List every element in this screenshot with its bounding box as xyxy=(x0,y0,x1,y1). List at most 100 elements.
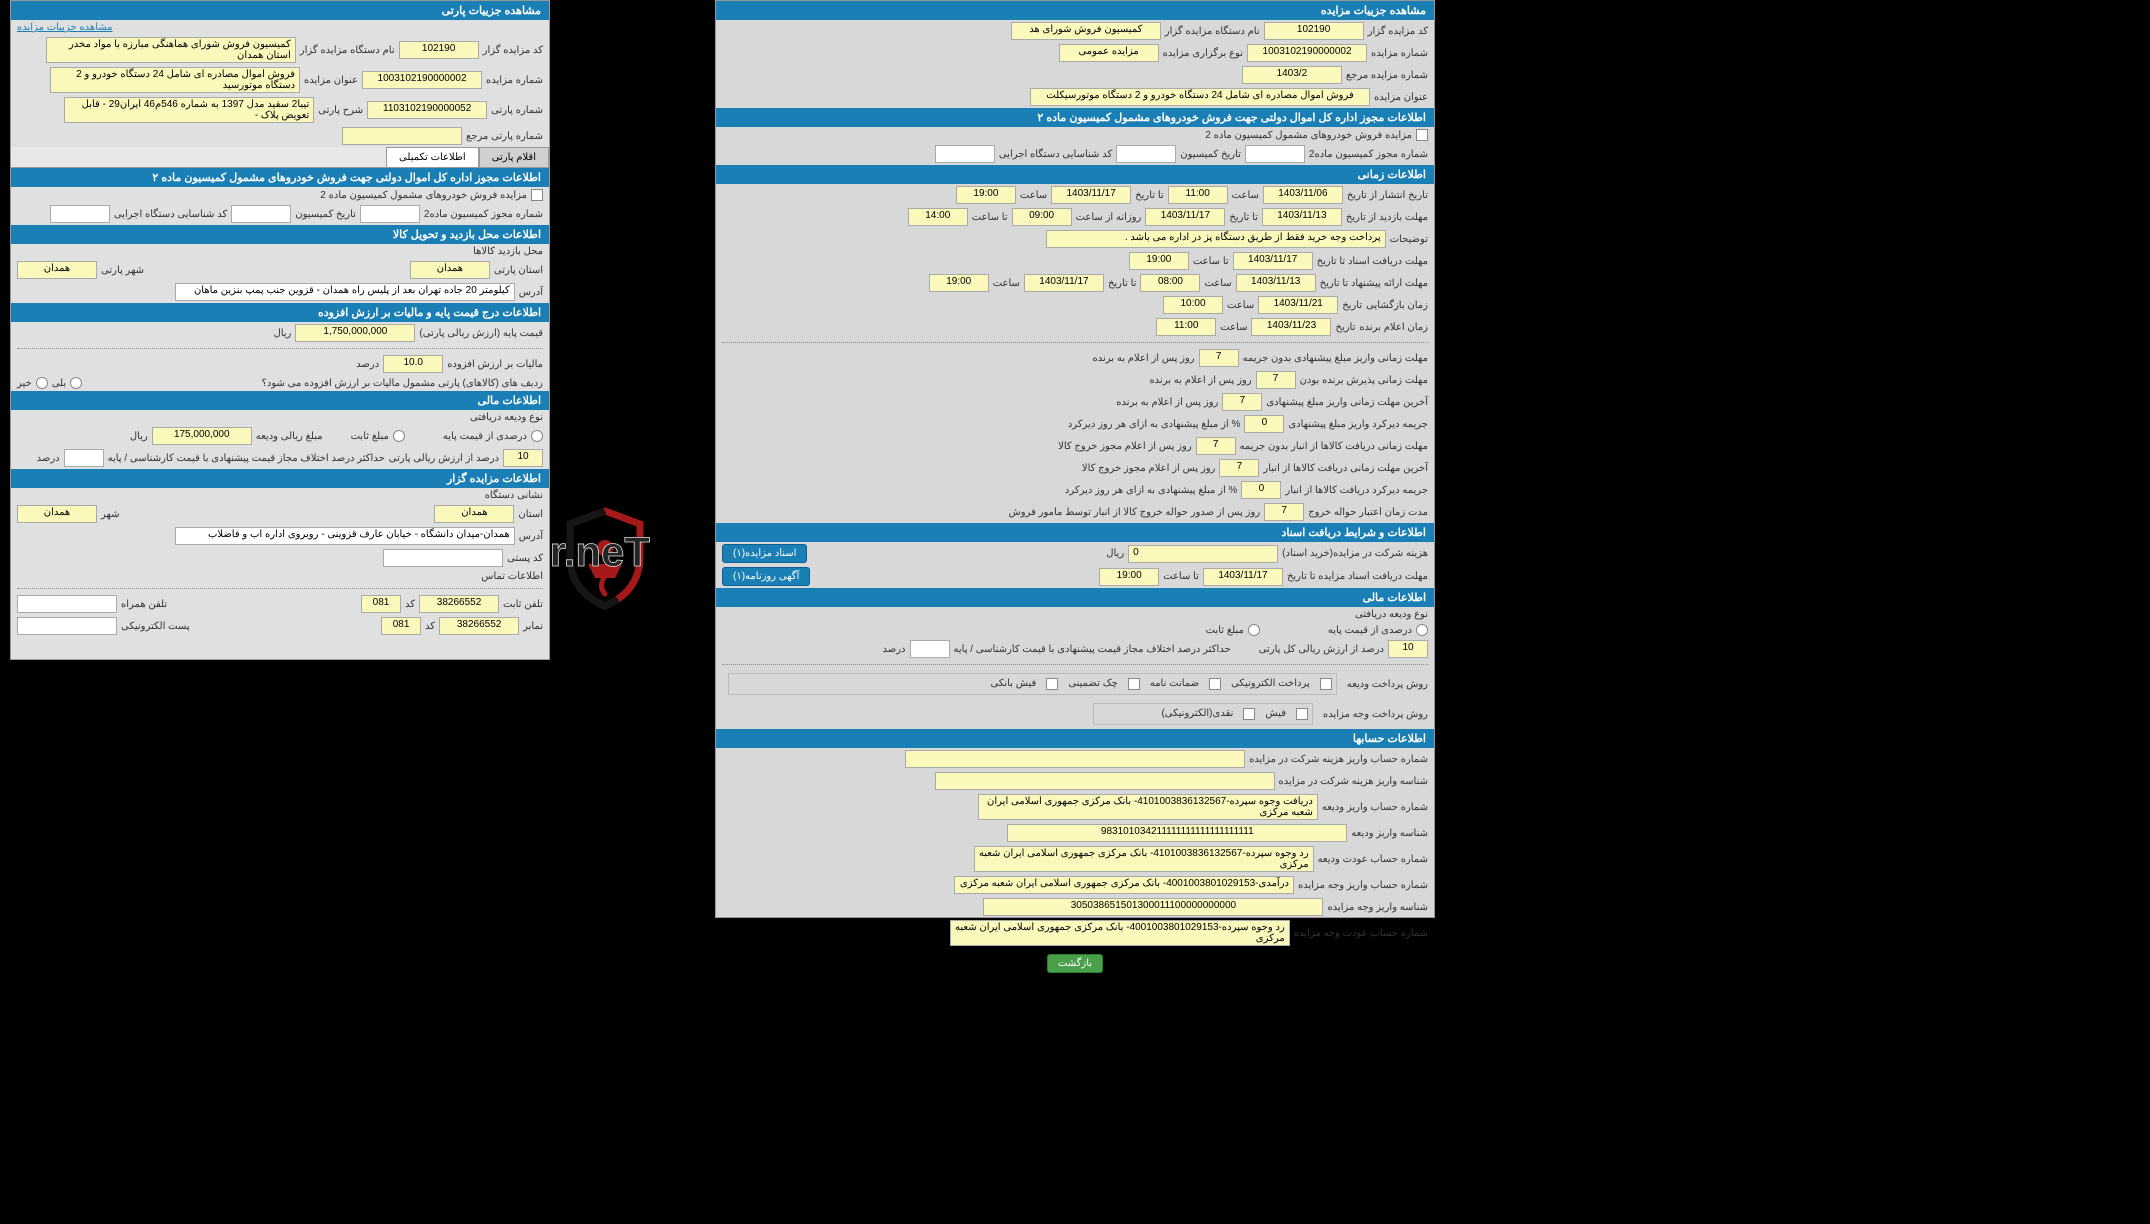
lbl: فیش xyxy=(1265,708,1286,720)
fld[interactable] xyxy=(360,205,420,223)
fld[interactable] xyxy=(17,617,117,635)
fld: پرداخت وجه خرید فقط از طریق دستگاه پز در… xyxy=(1046,230,1386,248)
btn-auction-docs[interactable]: اسناد مزایده(۱) xyxy=(722,544,807,563)
fld[interactable] xyxy=(231,205,291,223)
fld: 1403/11/17 xyxy=(1203,568,1283,586)
fld[interactable] xyxy=(910,640,950,658)
lbl: شناسه واریز ودیعه xyxy=(1351,828,1428,839)
lbl: آدرس xyxy=(519,287,543,298)
lbl: شماره مزایده مرجع xyxy=(1346,70,1428,81)
row-fin1: نوع ودیعه دریافتی xyxy=(11,410,549,425)
fld: 1003102190000002 xyxy=(1247,44,1367,62)
lbl: تاریخ xyxy=(1335,322,1355,333)
chk-ecash[interactable] xyxy=(1243,708,1255,720)
lbl: حداکثر درصد اختلاف مجاز قیمت پیشنهادی با… xyxy=(108,453,385,464)
row-acc4: شناسه واریز ودیعه98310103421111111111111… xyxy=(716,822,1434,844)
lbl: شهر xyxy=(101,509,120,520)
lbl: درصدی از قیمت پایه xyxy=(443,431,527,442)
row-winner: زمان اعلام برنده تاریخ1403/11/23 ساعت11:… xyxy=(716,316,1434,338)
lbl: درصد xyxy=(356,359,379,370)
fld[interactable] xyxy=(17,595,117,613)
fld: دریافت وجوه سپرده-4101003836132567- بانک… xyxy=(978,794,1318,820)
fld[interactable] xyxy=(383,549,503,567)
radio-pct2[interactable] xyxy=(531,430,543,442)
row-addr1: نشانی دستگاه xyxy=(11,488,549,503)
lbl: اطلاعات تماس xyxy=(481,571,543,582)
fld: 19:00 xyxy=(1129,252,1189,270)
lbl: چک تضمینی xyxy=(1068,678,1118,690)
lbl: پست الکترونیکی xyxy=(121,621,190,632)
lbl: مهلت بازدید از تاریخ xyxy=(1346,212,1428,223)
tab-items[interactable]: اقلام پارتی xyxy=(479,147,549,167)
lbl: مالیات بر ارزش افزوده xyxy=(447,359,543,370)
tab-extra[interactable]: اطلاعات تکمیلی xyxy=(386,147,479,167)
fld: 1403/11/06 xyxy=(1263,186,1343,204)
row-acc6: شماره حساب واریز وجه مزایدهدرآمدی-400100… xyxy=(716,874,1434,896)
chk-guar[interactable] xyxy=(1209,678,1221,690)
lbl: تلفن همراه xyxy=(121,599,167,610)
lbl: ردیف های (کالاهای) پارتی مشمول مالیات بر… xyxy=(262,378,543,389)
btn-back[interactable]: بازگشت xyxy=(1047,954,1103,973)
lbl: ساعت xyxy=(1232,190,1259,201)
lbl: شماره حساب عودت وجه مزایده xyxy=(1294,928,1428,939)
fld: همدان-میدان دانشگاه - خیابان عارف قزوینی… xyxy=(175,527,515,545)
radio-fixed[interactable] xyxy=(1248,624,1260,636)
svg-text:AriaTender.neT: AriaTender.neT xyxy=(550,528,650,575)
fld[interactable] xyxy=(935,145,995,163)
lbl: زمان اعلام برنده xyxy=(1359,322,1428,333)
sec-header-party: مشاهده جزییات پارتی xyxy=(11,1,549,20)
fld: 0 xyxy=(1241,481,1281,499)
fld: 0 xyxy=(1128,545,1278,563)
party-detail-panel: مشاهده جزییات پارتی مشاهده جزییات مزایده… xyxy=(10,0,550,660)
lbl: قیمت پایه (ارزش ریالی پارتی) xyxy=(419,328,543,339)
row-l3: شماره پارتی1103102190000052 شرح پارتیتیب… xyxy=(11,95,549,125)
fld[interactable] xyxy=(50,205,110,223)
row-acc3: شماره حساب واریز ودیعهدریافت وجوه سپرده-… xyxy=(716,792,1434,822)
fld: 7 xyxy=(1264,503,1304,521)
radio-no[interactable] xyxy=(36,377,48,389)
row-ref-no: شماره مزایده مرجع 1403/2 xyxy=(716,64,1434,86)
lbl: نمابر xyxy=(523,621,543,632)
checkbox-comm[interactable] xyxy=(1416,129,1428,141)
fld: 1,750,000,000 xyxy=(295,324,415,342)
radio-pct[interactable] xyxy=(1416,624,1428,636)
btn-newspaper-ad[interactable]: آگهی روزنامه(۱) xyxy=(722,567,810,586)
row-contact: اطلاعات تماس xyxy=(11,569,549,584)
lbl: ریال xyxy=(273,328,291,339)
lbl: محل بازدید کالاها xyxy=(473,246,543,257)
lbl: روز پس از اعلام به برنده xyxy=(1149,375,1251,386)
row-price1: قیمت پایه (ارزش ریالی پارتی) 1,750,000,0… xyxy=(11,322,549,344)
lbl: نقدی(الکترونیکی) xyxy=(1161,708,1233,720)
lbl: نوع برگزاری مزایده xyxy=(1163,48,1243,59)
lbl: نوع ودیعه دریافتی xyxy=(1355,609,1428,620)
fld xyxy=(935,772,1275,790)
sec-header-permit2: اطلاعات مجوز اداره کل اموال دولتی جهت فر… xyxy=(11,168,549,187)
lbl: شماره حساب واریز وجه مزایده xyxy=(1298,880,1428,891)
row-auctionpay: روش پرداخت وجه مزایده فیش نقدی(الکترونیک… xyxy=(716,699,1434,729)
fld: 1403/11/13 xyxy=(1262,208,1342,226)
lbl: ساعت xyxy=(993,278,1020,289)
fld[interactable] xyxy=(1116,145,1176,163)
lbl: مبلغ ریالی ودیعه xyxy=(256,431,323,442)
chk-epay[interactable] xyxy=(1320,678,1332,690)
fld: 1403/11/23 xyxy=(1251,318,1331,336)
fld: 11:00 xyxy=(1168,186,1228,204)
row-d1: مهلت زمانی واریز مبلغ پیشنهادی بدون جریم… xyxy=(716,347,1434,369)
chk-slip[interactable] xyxy=(1046,678,1058,690)
row-tel: تلفن ثابت38266552 کد081 تلفن همراه xyxy=(11,593,549,615)
lbl: تا تاریخ xyxy=(1229,212,1258,223)
checkbox-comm2[interactable] xyxy=(531,189,543,201)
fld[interactable] xyxy=(1245,145,1305,163)
chk-cheque[interactable] xyxy=(1128,678,1140,690)
fld: 7 xyxy=(1256,371,1296,389)
fld-name: کمیسیون فروش شورای هد xyxy=(1011,22,1161,40)
radio-fixed2[interactable] xyxy=(393,430,405,442)
fld[interactable] xyxy=(64,449,104,467)
row-d6: آخرین مهلت زمانی دریافت کالاها از انبار7… xyxy=(716,457,1434,479)
lbl: شماره پارتی xyxy=(491,105,543,116)
link-view-auction[interactable]: مشاهده جزییات مزایده xyxy=(11,20,119,35)
chk-slip2[interactable] xyxy=(1296,708,1308,720)
sec-header-time: اطلاعات زمانی xyxy=(716,165,1434,184)
radio-yes[interactable] xyxy=(70,377,82,389)
lbl: ساعت xyxy=(1220,322,1247,333)
